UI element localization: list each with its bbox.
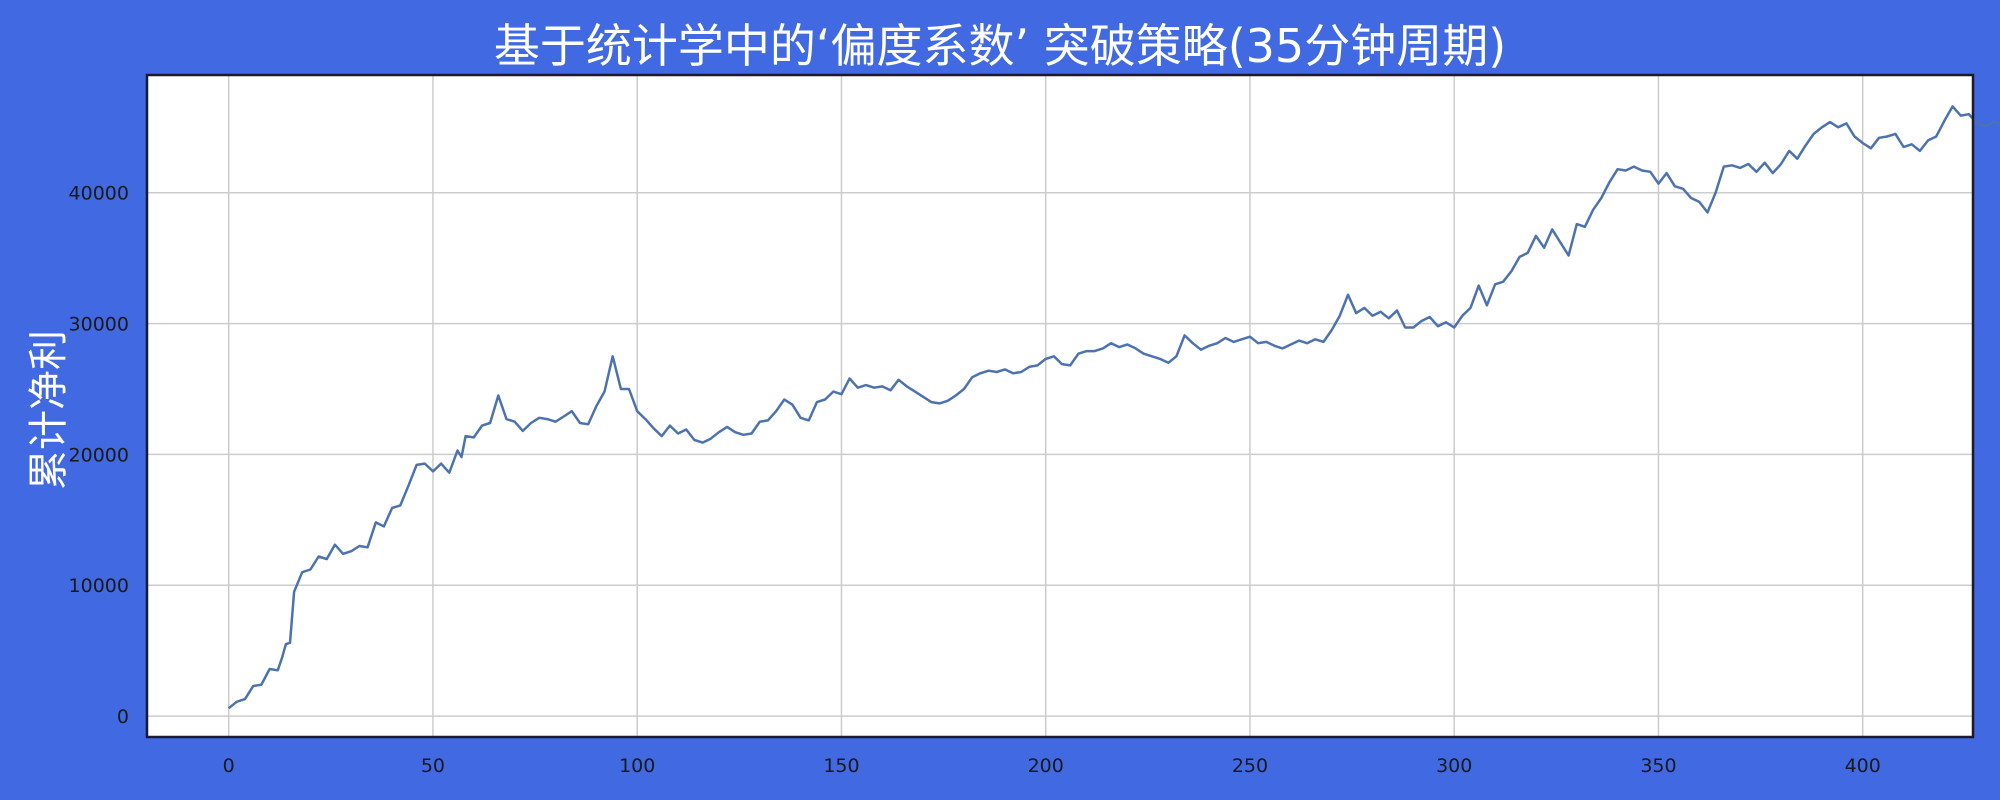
x-tick-label: 250 — [1232, 755, 1268, 777]
x-tick-label: 300 — [1436, 755, 1472, 777]
plot-frame — [145, 73, 1975, 739]
y-tick-label: 0 — [117, 706, 129, 728]
x-tick-label: 50 — [421, 755, 445, 777]
x-tick-label: 100 — [619, 755, 655, 777]
x-tick-label: 0 — [223, 755, 235, 777]
plot-area — [147, 75, 1973, 737]
x-tick-label: 350 — [1640, 755, 1676, 777]
y-tick-label: 10000 — [69, 575, 129, 597]
x-tick-label: 200 — [1028, 755, 1064, 777]
series-line-0 — [227, 105, 2000, 710]
y-tick-label: 30000 — [69, 314, 129, 336]
y-tick-label: 40000 — [69, 183, 129, 205]
x-tick-label: 150 — [823, 755, 859, 777]
chart-title: 基于统计学中的‘偏度系数’ 突破策略(35分钟周期) — [493, 19, 1507, 73]
y-tick-label: 20000 — [69, 444, 129, 466]
x-tick-label: 400 — [1845, 755, 1881, 777]
